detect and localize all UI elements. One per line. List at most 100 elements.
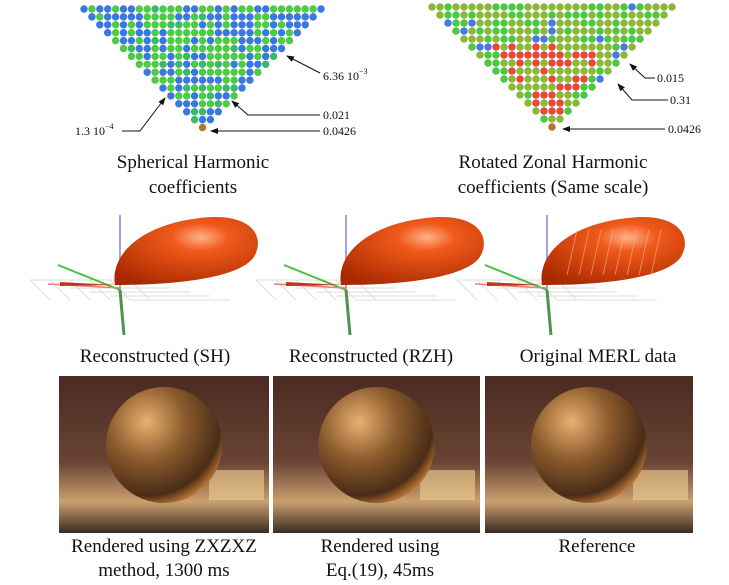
dot bbox=[214, 107, 223, 116]
dot bbox=[604, 11, 612, 19]
dot bbox=[508, 19, 516, 27]
dot bbox=[317, 5, 325, 13]
dot bbox=[524, 91, 532, 99]
dot bbox=[572, 11, 580, 19]
dot bbox=[492, 67, 500, 75]
dot bbox=[596, 27, 604, 35]
dot bbox=[151, 68, 159, 76]
coefficient-dots bbox=[80, 3, 676, 132]
dot bbox=[198, 52, 207, 61]
dot bbox=[596, 67, 604, 75]
dot bbox=[604, 59, 612, 67]
grid-line bbox=[49, 279, 71, 301]
dot bbox=[532, 75, 540, 83]
dot bbox=[167, 36, 175, 45]
dot bbox=[612, 27, 620, 35]
dot bbox=[246, 13, 254, 21]
dot bbox=[246, 44, 254, 53]
dot bbox=[460, 35, 468, 43]
arrow bbox=[617, 83, 668, 101]
axis bbox=[484, 264, 548, 291]
dot bbox=[246, 28, 254, 37]
dot bbox=[293, 13, 302, 21]
caption: Rotated Zonal Harmonic bbox=[459, 152, 648, 173]
dot bbox=[254, 28, 262, 37]
dot bbox=[524, 75, 532, 83]
dot bbox=[111, 5, 120, 13]
dot bbox=[301, 5, 309, 13]
dot bbox=[580, 67, 588, 75]
dot bbox=[668, 3, 676, 11]
dot bbox=[159, 21, 167, 29]
dot bbox=[540, 43, 548, 51]
dot bbox=[460, 19, 468, 27]
dot bbox=[492, 35, 500, 43]
lobe-tail bbox=[286, 282, 341, 286]
dot bbox=[556, 99, 564, 107]
dot bbox=[460, 11, 468, 19]
dot bbox=[476, 51, 484, 59]
dot bbox=[143, 52, 151, 61]
dot bbox=[620, 27, 628, 35]
dot bbox=[198, 76, 207, 84]
dot bbox=[198, 92, 207, 100]
dot bbox=[588, 19, 596, 27]
dot bbox=[254, 44, 262, 53]
dot bbox=[159, 76, 167, 84]
dot bbox=[198, 21, 207, 29]
dot bbox=[119, 44, 128, 53]
caption: Rendered using bbox=[321, 536, 440, 557]
dot bbox=[309, 13, 317, 21]
dot bbox=[524, 67, 532, 75]
dot bbox=[436, 11, 444, 19]
dot bbox=[222, 68, 230, 76]
dot bbox=[556, 59, 564, 67]
dot bbox=[556, 27, 564, 35]
dot bbox=[524, 59, 532, 67]
caption: coefficients (Same scale) bbox=[458, 177, 649, 198]
dot bbox=[151, 21, 159, 29]
dot bbox=[452, 11, 460, 19]
dot bbox=[175, 84, 183, 92]
dot bbox=[588, 59, 596, 67]
dot bbox=[222, 92, 230, 100]
dot bbox=[500, 11, 508, 19]
dot bbox=[588, 3, 596, 11]
dot bbox=[182, 21, 191, 29]
dot bbox=[556, 107, 564, 115]
caption: Original MERL data bbox=[520, 346, 677, 367]
dot bbox=[246, 5, 254, 13]
dot bbox=[198, 13, 207, 21]
grid-line bbox=[29, 279, 51, 301]
dot bbox=[175, 52, 183, 61]
dot bbox=[198, 5, 207, 13]
dot bbox=[620, 51, 628, 59]
dot bbox=[238, 21, 246, 29]
dot bbox=[214, 84, 223, 92]
dot bbox=[460, 27, 468, 35]
axis bbox=[57, 264, 121, 291]
annotation: 6.36 10−3 bbox=[323, 67, 368, 83]
dot bbox=[604, 19, 612, 27]
dot bbox=[500, 43, 508, 51]
dot bbox=[548, 35, 556, 43]
arrow bbox=[122, 97, 166, 132]
dot bbox=[214, 60, 223, 69]
dot bbox=[468, 19, 476, 27]
caption: coefficients bbox=[149, 177, 237, 198]
dot bbox=[293, 5, 302, 13]
dot bbox=[580, 83, 588, 91]
dot bbox=[167, 28, 175, 37]
dot bbox=[612, 59, 620, 67]
dot bbox=[190, 60, 199, 69]
dot bbox=[206, 100, 215, 108]
dot bbox=[285, 21, 294, 29]
dot bbox=[540, 75, 548, 83]
dot bbox=[588, 11, 596, 19]
dot bbox=[214, 76, 223, 84]
dot bbox=[548, 115, 556, 123]
dot bbox=[556, 67, 564, 75]
dot bbox=[222, 36, 230, 45]
dot bbox=[620, 19, 628, 27]
dot bbox=[246, 36, 254, 45]
